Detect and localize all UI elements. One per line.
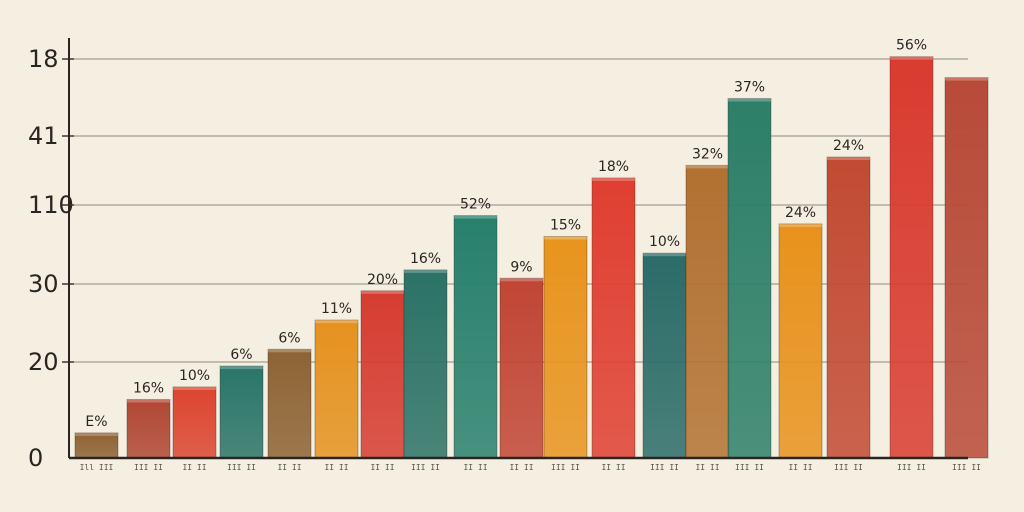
category-label: II II bbox=[601, 463, 625, 472]
bar-top-highlight bbox=[686, 165, 729, 169]
category-label: III II bbox=[897, 463, 926, 472]
bar-top-highlight bbox=[361, 290, 404, 294]
data-label: 9% bbox=[510, 259, 532, 275]
bar bbox=[126, 398, 171, 459]
bar bbox=[826, 156, 871, 459]
bar bbox=[591, 177, 636, 459]
category-label: III II bbox=[227, 463, 256, 472]
bar-top-highlight bbox=[404, 269, 447, 273]
bar-top-highlight bbox=[544, 236, 587, 240]
y-tick-label: 30 bbox=[28, 270, 59, 298]
data-labels: E% 16% 10% 6% 6% 11% 20% 16% 52% 9% 15% 18% 10% 32% 37… bbox=[85, 38, 927, 430]
data-label: 24% bbox=[785, 205, 816, 221]
data-label: 56% bbox=[896, 38, 927, 54]
data-label: 18% bbox=[598, 159, 629, 175]
bar bbox=[172, 386, 217, 459]
bar-top-highlight bbox=[643, 253, 686, 257]
category-label: II II bbox=[324, 463, 348, 472]
data-label: 37% bbox=[734, 80, 765, 96]
category-label: II II bbox=[463, 463, 487, 472]
category-labels: Ill III III II II II III II II II II II II II I… bbox=[80, 463, 981, 472]
bar bbox=[403, 269, 448, 459]
data-label: 52% bbox=[460, 197, 491, 213]
bar-top-highlight bbox=[945, 77, 988, 81]
y-tick-label: 20 bbox=[28, 348, 59, 376]
bar-top-highlight bbox=[827, 157, 870, 161]
data-label: 10% bbox=[179, 368, 210, 384]
bar bbox=[778, 223, 823, 459]
category-label: II II bbox=[788, 463, 812, 472]
bar-top-highlight bbox=[454, 215, 497, 219]
data-label: 6% bbox=[278, 330, 300, 346]
category-label: II II bbox=[695, 463, 719, 472]
bar bbox=[642, 252, 687, 459]
bars bbox=[74, 56, 989, 459]
data-label: E% bbox=[85, 414, 107, 430]
category-label: III II bbox=[650, 463, 679, 472]
category-label: II II bbox=[370, 463, 394, 472]
bar bbox=[944, 77, 989, 459]
bar bbox=[889, 56, 934, 459]
bar bbox=[267, 348, 312, 459]
bar bbox=[74, 432, 119, 459]
data-label: 6% bbox=[230, 347, 252, 363]
bar-top-highlight bbox=[173, 386, 216, 390]
bar-top-highlight bbox=[592, 177, 635, 181]
bar-top-highlight bbox=[890, 56, 933, 60]
category-label: III II bbox=[411, 463, 440, 472]
data-label: 32% bbox=[692, 146, 723, 162]
bar bbox=[360, 290, 405, 459]
bar bbox=[543, 235, 588, 459]
category-label: III II bbox=[134, 463, 163, 472]
category-label: III II bbox=[952, 463, 981, 472]
bar-top-highlight bbox=[127, 399, 170, 403]
y-tick-label: 0 bbox=[28, 444, 43, 472]
bar-top-highlight bbox=[500, 278, 543, 282]
category-label: Ill III bbox=[80, 463, 114, 472]
y-tick-label: 41 bbox=[28, 122, 59, 150]
bar-top-highlight bbox=[220, 366, 263, 370]
data-label: 20% bbox=[367, 272, 398, 288]
bar bbox=[685, 164, 730, 459]
bar-top-highlight bbox=[268, 349, 311, 353]
bar bbox=[219, 365, 264, 459]
data-label: 11% bbox=[321, 301, 352, 317]
data-label: 15% bbox=[550, 217, 581, 233]
category-label: II II bbox=[509, 463, 533, 472]
bar bbox=[314, 319, 359, 459]
data-label: 16% bbox=[133, 380, 164, 396]
bar-top-highlight bbox=[728, 98, 771, 102]
data-label: 16% bbox=[410, 251, 441, 267]
bar-top-highlight bbox=[779, 223, 822, 227]
bar bbox=[453, 215, 498, 459]
category-label: III II bbox=[735, 463, 764, 472]
category-label: III II bbox=[834, 463, 863, 472]
bar-top-highlight bbox=[75, 432, 118, 436]
category-label: III II bbox=[551, 463, 580, 472]
bar-top-highlight bbox=[315, 320, 358, 324]
category-label: II II bbox=[182, 463, 206, 472]
category-label: II II bbox=[277, 463, 301, 472]
data-label: 10% bbox=[649, 234, 680, 250]
y-tick-label: 18 bbox=[28, 45, 59, 73]
bar bbox=[499, 277, 544, 459]
bar bbox=[727, 98, 772, 459]
data-label: 24% bbox=[833, 138, 864, 154]
